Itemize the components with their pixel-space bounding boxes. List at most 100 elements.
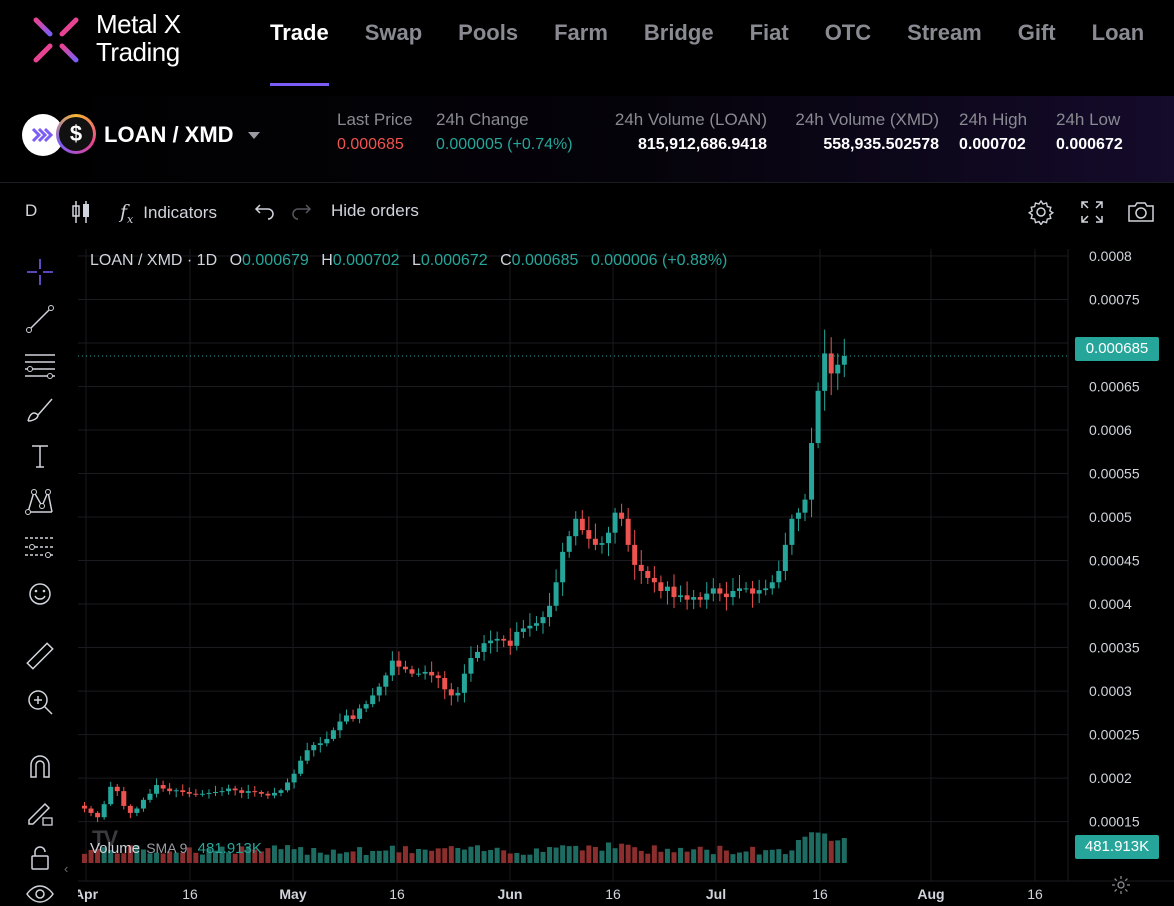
- stat-24h-high: 24h High 0.000702: [959, 110, 1027, 154]
- brand-logo[interactable]: Metal X Trading: [30, 10, 200, 70]
- nav-stream[interactable]: Stream: [907, 20, 982, 45]
- volume-bar: [769, 849, 775, 863]
- crosshair-icon[interactable]: [22, 255, 58, 289]
- volume-bar: [402, 846, 408, 863]
- low-value: 0.000672: [1056, 136, 1123, 153]
- nav-gift[interactable]: Gift: [1017, 20, 1056, 45]
- candles-icon[interactable]: [70, 199, 92, 225]
- metal-x-logo-icon: [33, 17, 79, 63]
- y-tick-label: 0.00025: [1089, 727, 1140, 743]
- indicators-button[interactable]: fx Indicators: [120, 201, 217, 226]
- volume-bar: [88, 849, 94, 863]
- volume-bar: [298, 847, 304, 863]
- volume-bar: [782, 854, 788, 863]
- price-chart[interactable]: 0.00080.000750.00070.000650.00060.000550…: [78, 249, 1174, 906]
- legend-close: 0.000685: [511, 252, 579, 269]
- volume-bar: [330, 849, 336, 863]
- volume-bar: [756, 854, 762, 863]
- volume-bar: [422, 849, 428, 863]
- candle-body: [258, 792, 264, 794]
- brush-icon[interactable]: [22, 393, 58, 427]
- nav-swap[interactable]: Swap: [364, 20, 423, 45]
- ruler-icon[interactable]: [22, 639, 58, 673]
- candle-body: [330, 730, 336, 739]
- candle-body: [625, 518, 631, 545]
- axis-settings-icon[interactable]: [1111, 875, 1131, 900]
- interval-button[interactable]: D: [25, 201, 38, 220]
- legend-o-label: O: [229, 252, 243, 269]
- trend-line-icon[interactable]: [22, 302, 58, 336]
- nav-bridge[interactable]: Bridge: [643, 20, 714, 45]
- x-tick-label: 16: [812, 886, 828, 902]
- volume-bar: [461, 849, 467, 863]
- candle-body: [704, 593, 710, 600]
- candle-body: [422, 671, 428, 674]
- candle-body: [121, 791, 127, 806]
- main-nav: Trade Swap Pools Farm Bridge Fiat OTC St…: [270, 0, 1144, 86]
- y-tick-label: 0.0006: [1089, 422, 1132, 438]
- nav-trade[interactable]: Trade: [270, 0, 329, 86]
- volume-bar: [645, 853, 651, 863]
- volume-bar: [815, 832, 821, 863]
- candle-body: [324, 738, 330, 744]
- text-tool-icon[interactable]: [22, 439, 58, 473]
- hide-orders-button[interactable]: Hide orders: [331, 201, 419, 220]
- volume-bar: [553, 847, 559, 863]
- volume-bar: [737, 852, 742, 863]
- nav-fiat[interactable]: Fiat: [749, 20, 789, 45]
- volume-bar: [311, 848, 317, 863]
- prediction-tools-icon[interactable]: [22, 531, 58, 565]
- nav-pools[interactable]: Pools: [458, 20, 519, 45]
- tradingview-logo-icon[interactable]: TV: [92, 826, 118, 851]
- fullscreen-icon[interactable]: [1079, 199, 1105, 225]
- magnet-icon[interactable]: [22, 749, 58, 783]
- volume-bar: [481, 851, 487, 863]
- volume-bar: [488, 849, 494, 863]
- candle-body: [442, 678, 448, 690]
- candle-body: [475, 651, 480, 658]
- pair-icons: $: [22, 114, 96, 156]
- camera-icon[interactable]: [1126, 199, 1156, 225]
- candle-body: [763, 588, 769, 591]
- eye-icon[interactable]: [22, 881, 58, 906]
- candle-body: [560, 551, 566, 583]
- candle-body: [82, 805, 87, 809]
- nav-loan[interactable]: Loan: [1091, 20, 1145, 45]
- candle-body: [802, 499, 808, 513]
- gear-icon[interactable]: [1028, 199, 1054, 225]
- horizontal-lines-icon[interactable]: [22, 348, 58, 382]
- high-value: 0.000702: [959, 136, 1026, 153]
- volume-bar: [304, 854, 310, 863]
- candle-body: [599, 543, 605, 545]
- volume-bar: [658, 851, 664, 863]
- volume-bar: [809, 832, 815, 863]
- candle-body: [684, 595, 690, 600]
- candle-body: [723, 593, 729, 598]
- vol-xmd-value: 558,935.502578: [823, 136, 939, 153]
- candle-body: [533, 623, 539, 626]
- ohlc-legend: LOAN / XMD · 1D O0.000679 H0.000702 L0.0…: [90, 252, 727, 270]
- zoom-in-icon[interactable]: [22, 685, 58, 719]
- nav-otc[interactable]: OTC: [824, 20, 872, 45]
- undo-icon[interactable]: [254, 201, 276, 221]
- candle-body: [409, 669, 415, 674]
- volume-bar: [599, 850, 605, 863]
- candle-body: [579, 518, 585, 531]
- pair-selector[interactable]: $ LOAN / XMD: [22, 114, 260, 156]
- y-tick-label: 0.00045: [1089, 553, 1140, 569]
- volume-bar: [337, 853, 343, 863]
- chart-widget: D fx Indicators Hide orders: [0, 182, 1174, 906]
- candle-body: [697, 597, 703, 600]
- y-tick-label: 0.0008: [1089, 249, 1132, 264]
- pencil-lock-icon[interactable]: [22, 796, 58, 830]
- pattern-icon[interactable]: [22, 484, 58, 518]
- candle-body: [186, 792, 192, 794]
- collapse-arrow-icon[interactable]: ‹: [64, 861, 69, 876]
- volume-bar: [173, 852, 179, 863]
- volume-bar: [750, 846, 756, 863]
- lock-icon[interactable]: [22, 841, 58, 875]
- smiley-icon[interactable]: [22, 577, 58, 611]
- redo-icon[interactable]: [290, 201, 312, 221]
- nav-farm[interactable]: Farm: [554, 20, 608, 45]
- stat-vol-loan: 24h Volume (LOAN) 815,912,686.9418: [607, 110, 767, 154]
